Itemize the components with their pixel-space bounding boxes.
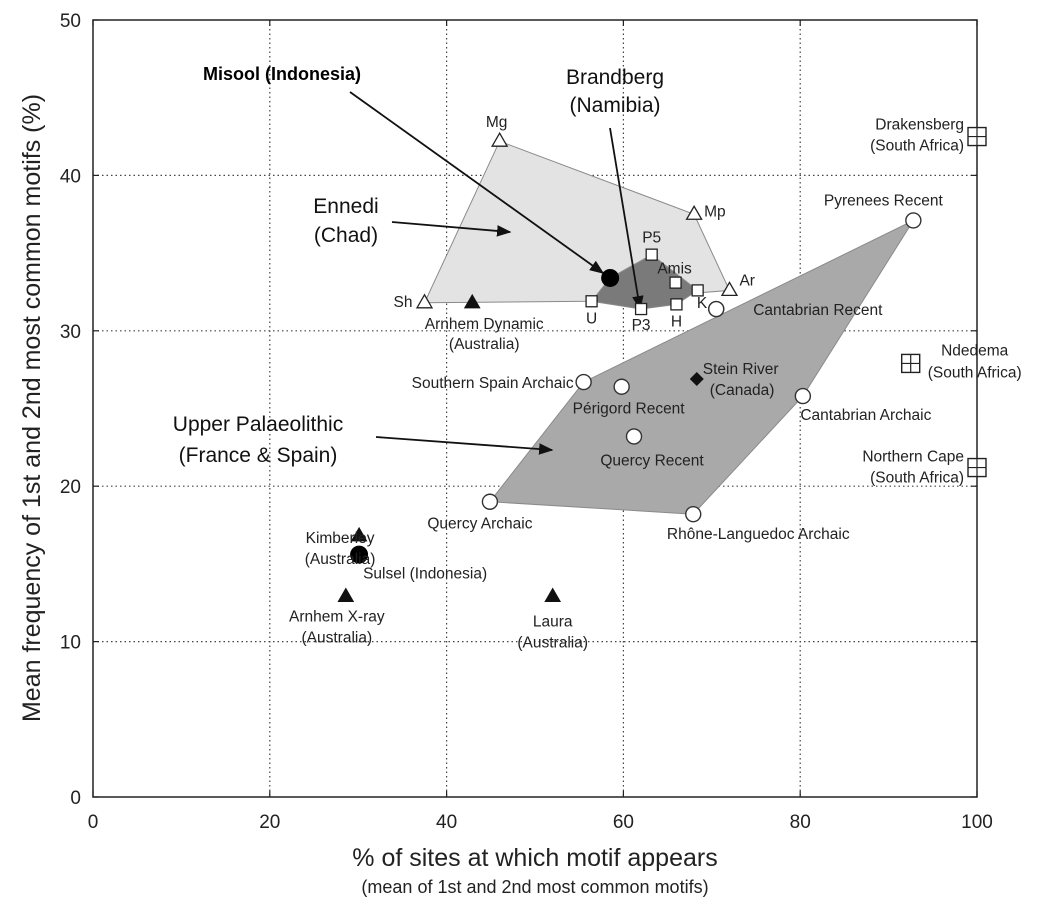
point-label: Quercy Recent (600, 452, 704, 469)
axis-ticks: 0 20 40 60 80 100 0 10 20 30 40 50 (60, 11, 993, 833)
point-label: Pyrenees Recent (824, 192, 944, 209)
annotation-arrows (349, 91, 644, 455)
point-label: Cantabrian Recent (753, 302, 883, 319)
point-label: Laura (Australia) (517, 614, 588, 652)
point-label: P3 (632, 317, 651, 334)
y-tick-label: 0 (70, 788, 81, 809)
marker-stein-river-canada (689, 371, 704, 386)
point-label: Amis (657, 261, 692, 278)
point-label: Arnhem X-ray (Australia) (289, 609, 385, 647)
marker-quercy-recent (625, 428, 643, 445)
x-tick-label: 60 (613, 812, 634, 833)
marker-cantabrian-recent (708, 300, 725, 318)
point-label: P5 (642, 230, 661, 247)
annotation-ennedi: Ennedi (Chad) (313, 195, 378, 247)
annotation-upper-palaeolithic: Upper Palaeolithic (France & Spain) (173, 413, 343, 467)
point-label: Quercy Archaic (427, 516, 532, 533)
marker-rh-ne-languedoc-archaic (685, 505, 702, 523)
marker-arnhem-x-ray-australia (337, 587, 355, 603)
marker-cantabrian-archaic (794, 387, 812, 405)
x-axis-title: % of sites at which motif appears (352, 844, 717, 872)
marker-p-rigord-recent (613, 378, 630, 395)
point-label: U (586, 310, 597, 327)
y-axis-title: Mean frequency of 1st and 2nd most commo… (18, 94, 46, 722)
point-label: Southern Spain Archaic (412, 375, 574, 392)
x-tick-label: 40 (436, 812, 457, 833)
point-label: Sulsel (Indonesia) (363, 566, 487, 583)
annotation-brandberg: Brandberg (Namibia) (566, 66, 664, 117)
marker-pyrenees-recent (905, 212, 922, 229)
point-label: Stein River (Canada) (703, 361, 779, 399)
y-tick-label: 30 (60, 322, 81, 343)
y-tick-label: 50 (60, 11, 81, 32)
marker-kimberley-australia (350, 526, 368, 542)
marker-u (585, 295, 598, 308)
marker-p5 (645, 248, 658, 261)
region-ennedi (423, 140, 731, 304)
point-label: Cantabrian Archaic (800, 407, 931, 424)
y-tick-label: 10 (60, 633, 81, 654)
x-axis-subtitle: (mean of 1st and 2nd most common motifs) (361, 877, 708, 897)
marker-southern-spain-archaic (575, 373, 592, 391)
marker-h (670, 298, 683, 311)
marker-quercy-archaic (481, 493, 499, 510)
annotation-misool: Misool (Indonesia) (203, 64, 361, 84)
point-label: Périgord Recent (573, 401, 686, 418)
point-label: Drakensberg (South Africa) (870, 117, 964, 155)
point-label: Kimberley (Australia) (305, 530, 376, 568)
arrow-brandberg (609, 127, 644, 311)
x-tick-label: 80 (790, 812, 811, 833)
x-tick-label: 20 (259, 812, 280, 833)
point-label: Sh (394, 294, 413, 311)
marker-sulsel-indonesia (350, 545, 369, 564)
x-tick-label: 0 (88, 812, 99, 833)
marker-arnhem-dynamic-australia (463, 293, 481, 309)
marker-sh (415, 293, 434, 309)
marker-amis (669, 276, 682, 289)
marker-mg (491, 131, 509, 147)
y-tick-label: 20 (60, 477, 81, 498)
x-tick-label: 100 (961, 812, 993, 833)
marker-unlabeled (691, 284, 704, 297)
marker-p3 (634, 302, 648, 316)
point-label: Ndedema (South Africa) (928, 342, 1022, 381)
point-labels: Mg Mp Sh Ar P5 Amis U P3 HK Arnhem Dynamic (Austra… (289, 114, 1022, 651)
point-label: Ar (739, 272, 755, 289)
arrow-upper-palaeolithic (375, 436, 554, 455)
annotations: Misool (Indonesia) Brandberg (Namibia) Enne… (173, 64, 664, 467)
plot-frame (92, 19, 978, 798)
point-label: Northern Cape (South Africa) (862, 449, 964, 487)
marker-ar (720, 281, 739, 297)
point-label: K (697, 295, 708, 312)
region-upper-palaeolithic (488, 219, 915, 515)
data-markers (337, 126, 987, 603)
arrow-misool (349, 91, 605, 274)
point-label: Rhône-Languedoc Archaic (667, 526, 850, 543)
convex-hull-regions (423, 140, 915, 515)
marker-mp (685, 204, 703, 220)
marker-misool-indonesia (601, 268, 620, 287)
marker-laura-australia (544, 587, 562, 603)
point-label: Mp (704, 203, 726, 220)
arrow-ennedi (391, 221, 512, 237)
point-label: Arnhem Dynamic (Australia) (425, 316, 544, 353)
point-label: Mg (486, 114, 508, 131)
y-tick-label: 40 (60, 166, 81, 187)
point-label: H (671, 313, 682, 330)
